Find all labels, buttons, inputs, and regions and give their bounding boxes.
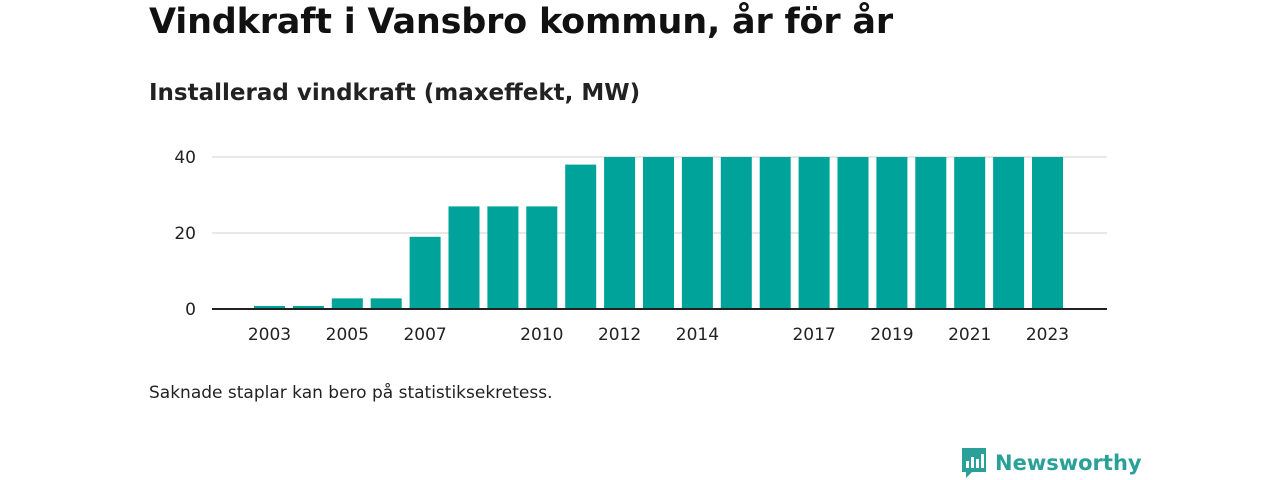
bar-2016 [759, 157, 791, 309]
bar-chart: 0 20 40 2003 2005 2007 2010 2012 2014 2017 2019 202… [174, 148, 1107, 345]
bar-2022 [993, 157, 1025, 309]
x-tick-label: 2019 [870, 325, 913, 345]
x-tick-label: 2007 [403, 325, 446, 345]
bar-2018 [837, 157, 869, 309]
x-tick-label: 2021 [948, 325, 991, 345]
x-tick-label: 2010 [520, 325, 563, 345]
bar-2011 [565, 164, 597, 309]
y-tick-label: 0 [185, 300, 196, 320]
bar-2005 [331, 298, 363, 309]
x-tick-label: 2003 [248, 325, 291, 345]
bar-2004 [292, 305, 324, 309]
chart-subtitle: Installerad vindkraft (maxeffekt, MW) [149, 80, 641, 106]
brand-name: Newsworthy [995, 451, 1142, 475]
bar-2003 [254, 305, 285, 309]
footnote: Saknade staplar kan bero på statistiksek… [149, 383, 553, 403]
x-tick-label: 2012 [598, 325, 641, 345]
bar-2007 [409, 236, 441, 309]
bar-2017 [798, 157, 830, 309]
x-tick-label: 2005 [326, 325, 369, 345]
y-tick-label: 20 [174, 224, 196, 244]
bar-2006 [370, 298, 402, 309]
chart-title: Vindkraft i Vansbro kommun, år för år [149, 2, 893, 42]
x-tick-label: 2023 [1026, 325, 1069, 345]
bar-2008 [448, 206, 480, 309]
bar-2020 [915, 157, 947, 309]
bar-2019 [876, 157, 908, 309]
bar-2023 [1032, 157, 1063, 309]
x-tick-label: 2014 [676, 325, 719, 345]
bar-2012 [604, 157, 636, 309]
bar-2014 [681, 157, 713, 309]
brand-logo: Newsworthy [960, 446, 1142, 480]
bar-2015 [720, 157, 752, 309]
x-tick-label: 2017 [792, 325, 835, 345]
bar-2013 [643, 157, 674, 309]
newsworthy-logo-icon [962, 448, 986, 478]
bar-2021 [954, 157, 986, 309]
y-tick-label: 40 [174, 148, 196, 168]
bar-2010 [526, 206, 558, 309]
bar-2009 [487, 206, 519, 309]
